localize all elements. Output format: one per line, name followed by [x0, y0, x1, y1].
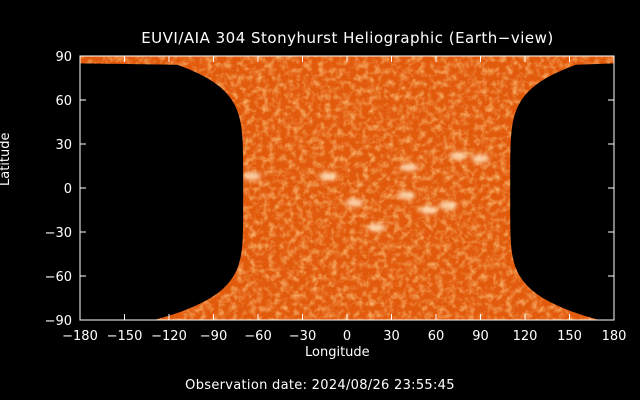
x-tick-label: 0 — [343, 329, 351, 344]
y-tick-label: −30 — [45, 226, 72, 241]
bright-region — [243, 172, 262, 181]
bright-region — [397, 191, 416, 200]
y-tick-label: −90 — [45, 314, 72, 329]
x-tick-label: 180 — [602, 329, 627, 344]
bright-region — [438, 201, 457, 210]
x-tick-label: 30 — [383, 329, 400, 344]
x-tick-label: −180 — [62, 329, 98, 344]
x-tick-label: −60 — [244, 329, 271, 344]
x-axis-label: Longitude — [305, 345, 370, 360]
x-tick-label: −120 — [151, 329, 187, 344]
y-tick-label: 60 — [55, 94, 72, 109]
y-tick-label: 90 — [55, 50, 72, 65]
observation-date: Observation date: 2024/08/26 23:55:45 — [185, 378, 455, 393]
x-tick-label: −90 — [200, 329, 227, 344]
x-tick-label: 150 — [557, 329, 582, 344]
bright-region — [400, 163, 419, 172]
bright-region — [367, 223, 386, 232]
y-axis-label: Latitude — [0, 132, 13, 186]
y-tick-label: 0 — [64, 182, 72, 197]
x-tick-label: 120 — [513, 329, 538, 344]
bright-region — [419, 206, 438, 214]
y-tick-label: −60 — [45, 270, 72, 285]
x-axis: −180 −150 −120 −90 −60 −30 0 30 60 90 120 150 180 — [62, 56, 626, 344]
x-tick-label: 60 — [428, 329, 445, 344]
bright-region — [318, 172, 337, 181]
bright-region — [449, 151, 468, 160]
solar-disk-projection — [80, 56, 614, 320]
x-tick-label: −30 — [289, 329, 316, 344]
y-tick-label: 30 — [55, 138, 72, 153]
x-tick-label: −150 — [107, 329, 143, 344]
y-axis: 90 60 30 0 −30 −60 −90 — [45, 50, 614, 329]
bright-region — [345, 198, 364, 207]
map-title: EUVI/AIA 304 Stonyhurst Heliographic (Ea… — [141, 29, 554, 47]
bright-region — [471, 154, 490, 163]
x-tick-label: 90 — [472, 329, 489, 344]
